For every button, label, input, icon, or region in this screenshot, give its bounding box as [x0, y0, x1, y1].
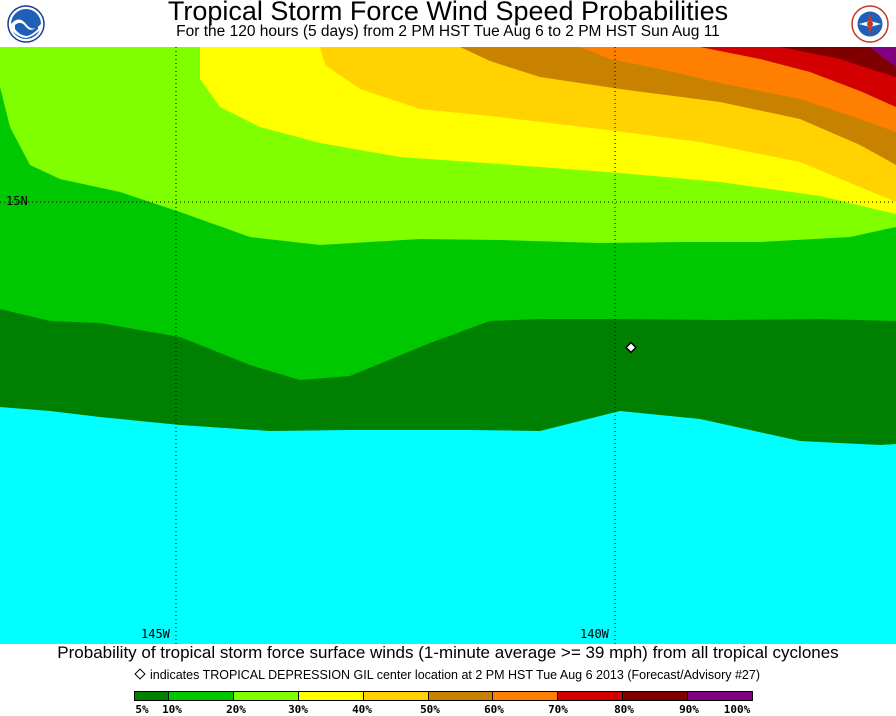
- legend-swatch: [363, 691, 429, 701]
- band-70-80-percent: [700, 47, 896, 107]
- page-title: Tropical Storm Force Wind Speed Probabil…: [167, 0, 729, 26]
- storm-center-note-text: indicates TROPICAL DEPRESSION GIL center…: [150, 668, 760, 682]
- legend-swatch: [233, 691, 299, 701]
- legend-swatch: [168, 691, 234, 701]
- band-90-100-percent: [870, 47, 896, 67]
- probability-contours: [0, 47, 896, 644]
- legend-tick-label: 5%: [135, 703, 149, 716]
- footer: Probability of tropical storm force surf…: [0, 643, 896, 716]
- page-subtitle: For the 120 hours (5 days) from 2 PM HST…: [176, 23, 720, 40]
- legend-swatch: [492, 691, 558, 701]
- band-80-90-percent: [780, 47, 896, 77]
- legend-tick-label: 70%: [548, 703, 568, 716]
- legend-swatch: [557, 691, 623, 701]
- probability-legend: 5% 10% 20% 30% 40% 50% 60% 70% 80% 90% 100%: [0, 691, 896, 716]
- legend-swatch: [428, 691, 493, 701]
- storm-center-marker: [624, 341, 638, 354]
- legend-tick-label: 30%: [288, 703, 308, 716]
- legend-tick-label: 10%: [162, 703, 182, 716]
- legend-tick-label: 40%: [352, 703, 372, 716]
- longitude-label-140w: 140W: [580, 627, 609, 641]
- legend-border: [134, 691, 753, 701]
- diamond-marker-icon: [134, 668, 146, 680]
- legend-tick-label: 100%: [723, 703, 751, 716]
- probability-map: 15N 145W 140W: [0, 47, 896, 644]
- national-weather-service-logo-icon: [851, 5, 889, 43]
- legend-tick-label: 50%: [420, 703, 440, 716]
- noaa-logo-icon: [7, 5, 45, 43]
- legend-tick-label: 20%: [226, 703, 246, 716]
- latitude-label-15n: 15N: [6, 194, 28, 208]
- legend-tick-label: 60%: [484, 703, 504, 716]
- legend-swatch: [687, 691, 753, 701]
- map-caption: Probability of tropical storm force surf…: [57, 643, 839, 662]
- longitude-label-145w: 145W: [141, 627, 170, 641]
- legend-tick-label: 90%: [679, 703, 699, 716]
- legend-swatch: [622, 691, 688, 701]
- storm-center-note: indicates TROPICAL DEPRESSION GIL center…: [0, 668, 896, 682]
- legend-swatch: [298, 691, 364, 701]
- header: Tropical Storm Force Wind Speed Probabil…: [0, 0, 896, 47]
- legend-tick-label: 80%: [614, 703, 634, 716]
